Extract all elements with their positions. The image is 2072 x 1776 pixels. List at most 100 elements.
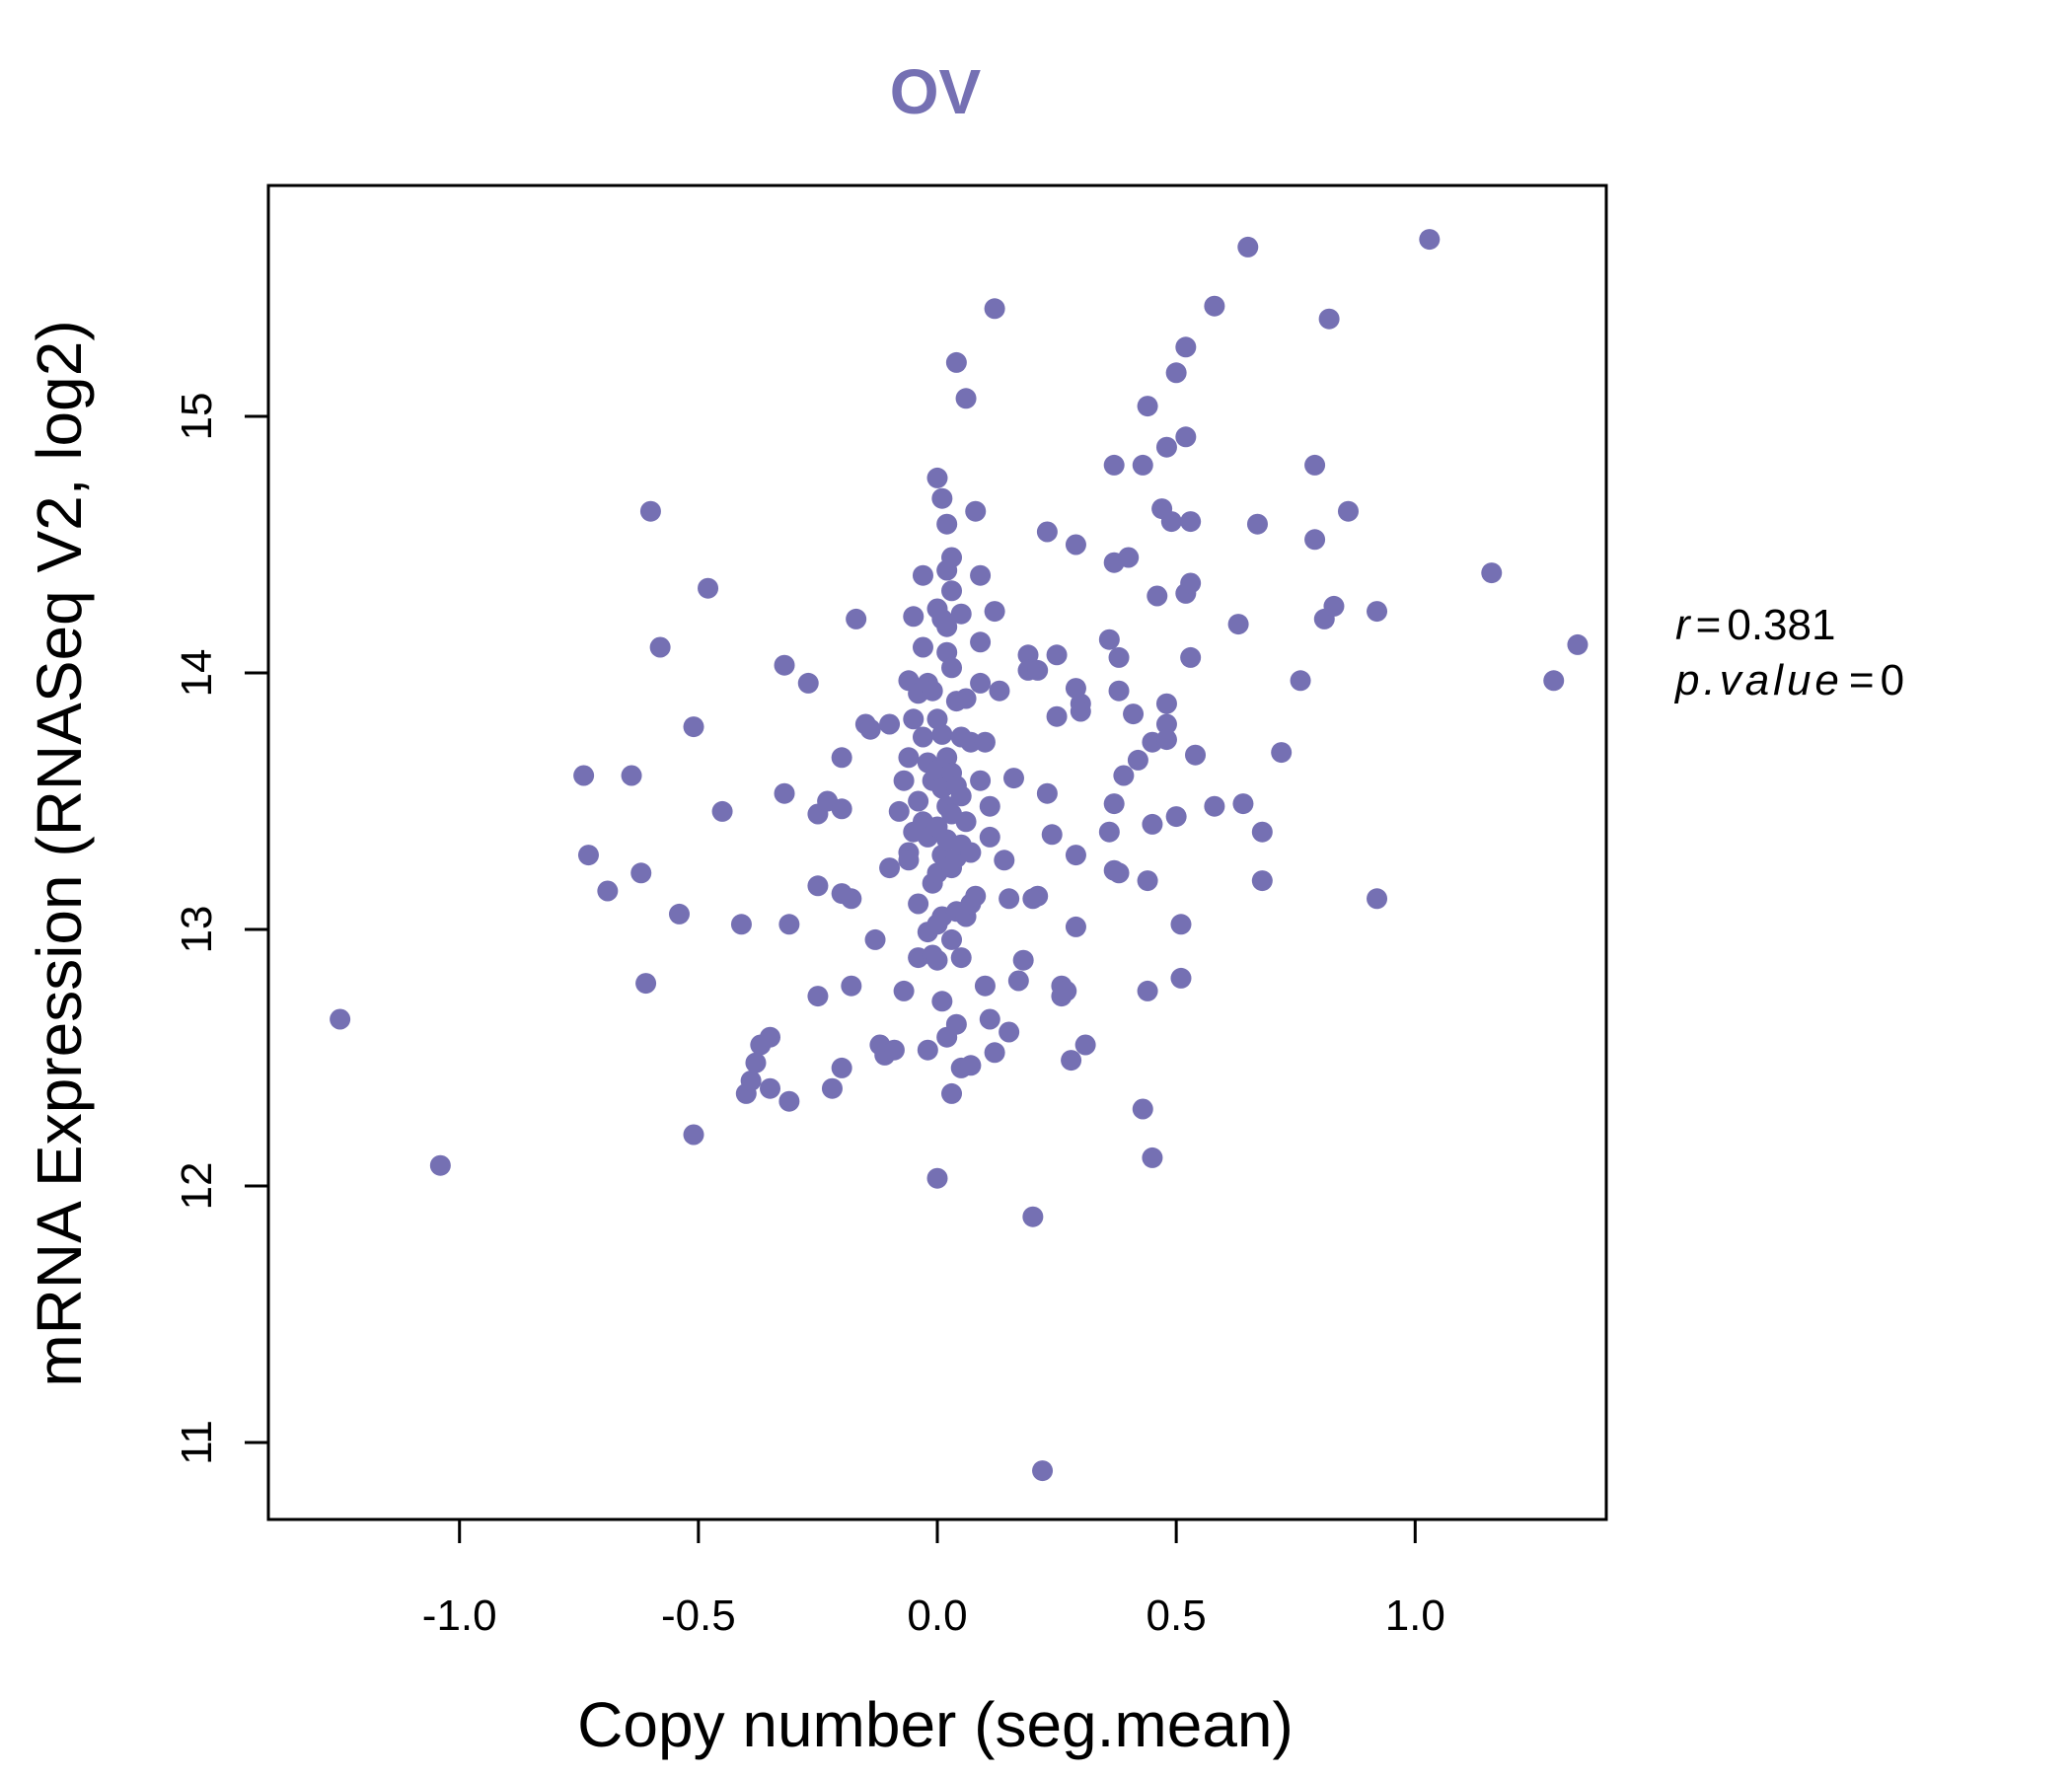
data-point (922, 680, 943, 702)
data-point (1290, 670, 1311, 692)
data-point (577, 845, 599, 866)
data-point (979, 795, 1000, 817)
data-point (1127, 749, 1148, 771)
data-point (1227, 614, 1249, 635)
data-point (945, 351, 967, 373)
data-point (941, 547, 963, 568)
data-point (936, 616, 958, 637)
data-point (1017, 644, 1039, 666)
data-point (1137, 980, 1158, 1001)
data-point (429, 1154, 451, 1176)
data-point (908, 790, 929, 812)
data-point (960, 731, 982, 753)
data-point (774, 654, 795, 676)
data-point (1027, 885, 1049, 907)
data-point (668, 903, 690, 925)
data-point (1481, 562, 1503, 584)
chart-title: OV (890, 56, 982, 127)
data-point (941, 1082, 963, 1104)
data-point (621, 765, 642, 786)
data-point (1155, 436, 1177, 458)
data-point (912, 726, 933, 748)
r-label: r (1675, 601, 1692, 649)
data-point (1142, 813, 1163, 835)
data-point (1098, 629, 1120, 650)
data-point (831, 1057, 852, 1078)
data-point (908, 893, 929, 915)
data-point (778, 914, 800, 935)
data-point (831, 747, 852, 769)
data-point (960, 842, 982, 863)
p-value: 0 (1881, 656, 1904, 704)
data-point (898, 747, 920, 769)
data-point (883, 1039, 905, 1061)
data-point (1061, 1050, 1082, 1072)
data-point (597, 880, 619, 902)
x-tick-label: -1.0 (422, 1591, 497, 1640)
data-point (898, 850, 920, 871)
data-point (1065, 534, 1086, 555)
data-point (1103, 454, 1125, 476)
data-point (1022, 1206, 1044, 1227)
data-point (1304, 454, 1326, 476)
x-tick-label: 0.5 (1147, 1591, 1207, 1640)
data-point (984, 1042, 1005, 1064)
data-point (859, 718, 881, 740)
data-point (821, 1077, 843, 1099)
x-axis: -1.0 -0.5 0.0 0.5 1.0 (422, 1519, 1445, 1640)
data-point (1567, 633, 1589, 655)
data-point (1065, 845, 1086, 866)
data-point (1170, 914, 1192, 935)
x-axis-label: Copy number (seg.mean) (577, 1689, 1294, 1760)
p-label: p.value (1673, 656, 1843, 704)
data-point (1180, 572, 1202, 594)
data-point (893, 770, 915, 791)
y-axis: 11 12 13 14 15 (173, 393, 268, 1465)
data-point (1137, 870, 1158, 892)
data-point (1046, 644, 1068, 666)
data-point (778, 1090, 800, 1112)
data-point (917, 1039, 938, 1061)
data-point (979, 826, 1000, 848)
data-point (1165, 362, 1187, 384)
data-point (970, 770, 992, 791)
data-point (330, 1008, 351, 1030)
data-point (864, 928, 886, 950)
data-point (1419, 229, 1441, 251)
data-point (1318, 308, 1340, 330)
x-tick-label: -0.5 (661, 1591, 736, 1640)
data-point (879, 713, 901, 735)
data-point (1367, 601, 1388, 623)
data-point (1137, 396, 1158, 417)
data-point (1160, 511, 1182, 533)
data-point (999, 1021, 1020, 1043)
data-point (945, 1013, 967, 1035)
data-point (1036, 521, 1058, 543)
data-point (941, 928, 963, 950)
data-point (960, 1055, 982, 1076)
data-point (903, 606, 925, 628)
data-point (903, 708, 925, 730)
data-point (999, 888, 1020, 910)
data-point (1323, 595, 1345, 617)
data-point (955, 688, 977, 709)
data-point (941, 580, 963, 602)
data-point (831, 798, 852, 820)
data-points (330, 229, 1589, 1482)
data-point (1108, 680, 1130, 702)
data-point (1002, 768, 1024, 789)
data-point (1118, 547, 1140, 568)
data-point (950, 785, 972, 807)
data-point (912, 564, 933, 586)
data-point (841, 975, 862, 997)
data-point (683, 716, 704, 738)
data-point (974, 731, 996, 753)
data-point (912, 636, 933, 658)
data-point (931, 723, 953, 745)
y-tick-label: 15 (173, 393, 221, 441)
data-point (974, 975, 996, 997)
data-point (931, 487, 953, 509)
data-point (1232, 793, 1254, 815)
data-point (950, 603, 972, 625)
